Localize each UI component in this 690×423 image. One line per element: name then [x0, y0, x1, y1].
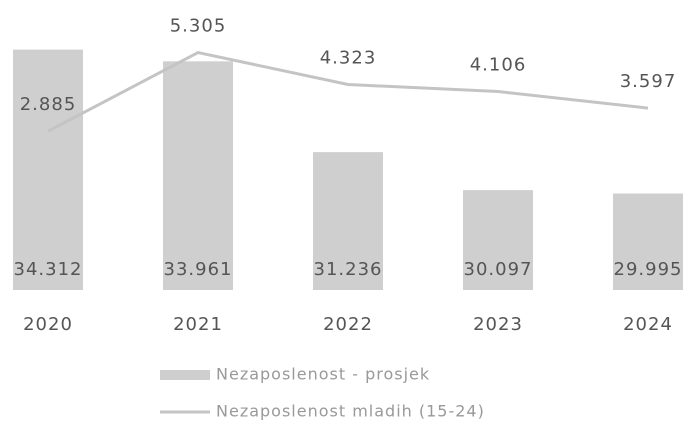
line-value-label: 3.597 [620, 71, 677, 92]
line-value-label: 4.106 [470, 55, 527, 76]
x-tick-label: 2020 [23, 314, 73, 335]
bar [613, 193, 683, 290]
bar-value-label: 29.995 [614, 259, 683, 280]
bar-value-label: 31.236 [314, 259, 383, 280]
bar-value-label: 30.097 [464, 259, 533, 280]
bar-value-label: 34.312 [14, 259, 83, 280]
line [47, 51, 649, 133]
x-tick-label: 2022 [323, 314, 373, 335]
legend-label: Nezaposlenost mladih (15-24) [216, 402, 485, 421]
x-tick-label: 2021 [173, 314, 223, 335]
bar [13, 49, 83, 290]
legend-swatch [160, 370, 210, 380]
bar [313, 152, 383, 290]
bar-value-label: 33.961 [164, 259, 233, 280]
bar [463, 190, 533, 290]
bar [163, 61, 233, 290]
line-value-label: 5.305 [170, 16, 227, 37]
legend-label: Nezaposlenost - prosjek [216, 365, 430, 384]
line-value-label: 2.885 [20, 94, 77, 115]
x-tick-label: 2023 [473, 314, 523, 335]
line-value-label: 4.323 [320, 48, 377, 69]
x-tick-label: 2024 [623, 314, 673, 335]
